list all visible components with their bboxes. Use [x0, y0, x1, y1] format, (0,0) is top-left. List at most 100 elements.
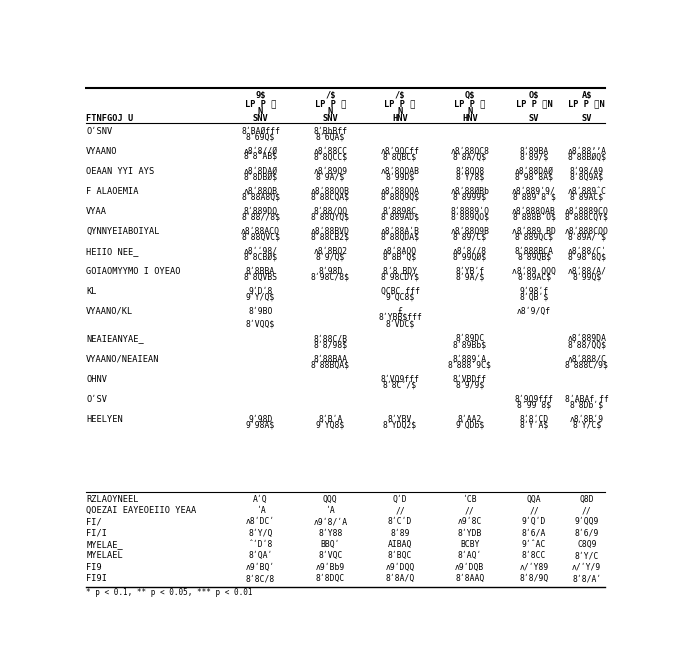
Text: ʌ8ʹ8//8: ʌ8ʹ8//8 [453, 247, 487, 256]
Text: 8ʹ8BBA: 8ʹ8BBA [246, 267, 275, 276]
Text: 8ʹ98ʹ8Q$: 8ʹ98ʹ8Q$ [567, 253, 607, 262]
Text: 9ʹ98D: 9ʹ98D [248, 415, 273, 423]
Text: 8ʹ9A/$: 8ʹ9A/$ [315, 173, 345, 182]
Text: ʹCB: ʹCB [462, 494, 477, 504]
Text: HNV: HNV [392, 115, 408, 123]
Text: 8ʹ8889ʹO: 8ʹ8889ʹO [450, 206, 489, 216]
Text: ʌ8ʹ89 QQQ: ʌ8ʹ89 QQQ [512, 267, 556, 276]
Text: 8ʹ69Q$: 8ʹ69Q$ [246, 133, 275, 142]
Text: 8ʹ888CQY$: 8ʹ888CQY$ [565, 213, 609, 222]
Text: 8ʹ88//8$: 8ʹ88//8$ [241, 213, 280, 222]
Text: SV: SV [529, 115, 540, 123]
Text: 8ʹYDB: 8ʹYDB [458, 529, 482, 538]
Text: A$: A$ [582, 91, 592, 100]
Text: /$: /$ [325, 91, 336, 100]
Text: //: // [395, 506, 405, 515]
Text: 8ʹ889QO$: 8ʹ889QO$ [450, 213, 489, 222]
Text: 8ʹ88BAA: 8ʹ88BAA [313, 354, 347, 364]
Text: 8ʹYBB$fff: 8ʹYBB$fff [378, 313, 422, 322]
Text: ʌ8ʹ88ØBb: ʌ8ʹ88ØBb [450, 187, 489, 196]
Text: VYAANO/KL: VYAANO/KL [86, 307, 133, 316]
Text: OʹSV: OʹSV [86, 395, 107, 403]
Text: ʌ8ʹ8//Ø: ʌ8ʹ8//Ø [244, 147, 278, 155]
Text: 8ʹQBʹ$: 8ʹQBʹ$ [519, 293, 549, 302]
Text: LP P ℓ: LP P ℓ [454, 99, 485, 108]
Text: 8ʹBbBff: 8ʹBbBff [313, 127, 347, 135]
Text: 8ʹ88QDA$: 8ʹ88QDA$ [380, 233, 420, 242]
Text: 9ʹQQ9: 9ʹQQ9 [575, 517, 599, 527]
Text: FTNFGOJ U: FTNFGOJ U [86, 115, 133, 123]
Text: ʌ8ʹ889ʹ9/: ʌ8ʹ889ʹ9/ [512, 187, 556, 196]
Text: 8ʹ888BCA: 8ʹ888BCA [515, 247, 554, 256]
Text: LP P ℓ: LP P ℓ [245, 99, 276, 108]
Text: RZLAOYNEEL: RZLAOYNEEL [86, 494, 139, 504]
Text: 8ʹ8999$: 8ʹ8999$ [453, 193, 487, 202]
Text: BBQʹ: BBQʹ [320, 540, 340, 549]
Text: 8ʹ8QCC$: 8ʹ8QCC$ [313, 153, 347, 161]
Text: 8ʹVDC$: 8ʹVDC$ [385, 319, 415, 328]
Text: 8ʹVQC: 8ʹVQC [318, 551, 343, 560]
Text: 8ʹ89DC: 8ʹ89DC [455, 334, 485, 344]
Text: 8ʹYBV: 8ʹYBV [388, 415, 412, 423]
Text: QQQ: QQQ [323, 494, 338, 504]
Text: 8ʹ8Dbʹ$: 8ʹ8Dbʹ$ [570, 401, 604, 410]
Text: 9ʹYQ8$: 9ʹYQ8$ [315, 421, 345, 429]
Text: //: // [529, 506, 539, 515]
Text: ʌ9ʹDQB: ʌ9ʹDQB [455, 563, 485, 572]
Text: 8ʹ9BO: 8ʹ9BO [248, 307, 273, 316]
Text: 8ʹ8DBØ$: 8ʹ8DBØ$ [244, 173, 278, 182]
Text: ʌ8ʹ889DA: ʌ8ʹ889DA [567, 334, 607, 344]
Text: 9$: 9$ [255, 91, 266, 100]
Text: 8ʹ88/QQ$: 8ʹ88/QQ$ [567, 340, 607, 350]
Text: 8ʹY/Q: 8ʹY/Q [248, 529, 273, 538]
Text: 8ʹ8AAQ: 8ʹ8AAQ [455, 574, 485, 583]
Text: 8ʹ89/C$: 8ʹ89/C$ [453, 233, 487, 242]
Text: ʌ9ʹDQQ: ʌ9ʹDQQ [385, 563, 415, 572]
Text: 8ʹ8/98$: 8ʹ8/98$ [313, 340, 347, 350]
Text: LP P ⁄N: LP P ⁄N [516, 99, 552, 108]
Text: 8ʹ8898C: 8ʹ8898C [383, 206, 417, 216]
Text: ʌ8ʹ8AQQ: ʌ8ʹ8AQQ [383, 247, 417, 256]
Text: ʹA: ʹA [326, 506, 335, 515]
Text: ʌ8ʹ889ˆC: ʌ8ʹ889ˆC [567, 187, 607, 196]
Text: ʹA: ʹA [256, 506, 265, 515]
Text: QOEZAI EAYEOEIIO YEAA: QOEZAI EAYEOEIIO YEAA [86, 506, 196, 515]
Text: FI9I: FI9I [86, 574, 107, 583]
Text: 8ʹ99Q$: 8ʹ99Q$ [572, 273, 601, 282]
Text: 9ʹˆAC: 9ʹˆAC [522, 540, 546, 549]
Text: N: N [258, 107, 263, 116]
Text: 8ʹ8QVBS: 8ʹ8QVBS [244, 273, 278, 282]
Text: ʌ8ʹ88ʼʼA: ʌ8ʹ88ʼʼA [567, 147, 607, 155]
Text: 8ʹ88QYQ$: 8ʹ88QYQ$ [311, 213, 350, 222]
Text: 8ʹYBʹf: 8ʹYBʹf [455, 267, 485, 276]
Text: LP P ℓ: LP P ℓ [385, 99, 416, 108]
Text: ʌ8ʹ88/Cʹ: ʌ8ʹ88/Cʹ [567, 247, 607, 256]
Text: 8ʹY/C$: 8ʹY/C$ [572, 421, 601, 429]
Text: 8ʹVQQ$: 8ʹVQQ$ [246, 319, 275, 328]
Text: 8ʹ6/A: 8ʹ6/A [522, 529, 546, 538]
Text: ʌ8ʹ88Q9B: ʌ8ʹ88Q9B [450, 226, 489, 236]
Text: 8ʹABAf ff: 8ʹABAf ff [565, 395, 609, 403]
Text: OHNV: OHNV [86, 375, 107, 383]
Text: 8ʹ88A8Q$: 8ʹ88A8Q$ [241, 193, 280, 202]
Text: 8ʹ98C/8$: 8ʹ98C/8$ [311, 273, 350, 282]
Text: * p < 0.1, ** p < 0.05, *** p < 0.01: * p < 0.1, ** p < 0.05, *** p < 0.01 [86, 588, 253, 597]
Text: SNV: SNV [322, 115, 338, 123]
Text: AʹQ: AʹQ [253, 494, 268, 504]
Text: 8ʹ98ʹ8A$: 8ʹ98ʹ8A$ [515, 173, 554, 182]
Text: FI/: FI/ [86, 517, 102, 527]
Text: ʌ8ʹ9QCff: ʌ8ʹ9QCff [380, 147, 420, 155]
Text: 8ʹAQʹ: 8ʹAQʹ [458, 551, 482, 560]
Text: 8ʹ88BQA$: 8ʹ88BQA$ [311, 360, 350, 370]
Text: ʌ8ʹ888QAB: ʌ8ʹ888QAB [512, 206, 556, 216]
Text: 9ʹQDb$: 9ʹQDb$ [455, 421, 485, 429]
Text: MYELAE_: MYELAE_ [86, 540, 123, 549]
Text: KL: KL [86, 287, 97, 295]
Text: 8ʹ99QØ$: 8ʹ99QØ$ [453, 253, 487, 262]
Text: 8ʹ8DQC: 8ʹ8DQC [315, 574, 345, 583]
Text: 8ʹ8ˆAB$: 8ʹ8ˆAB$ [244, 153, 278, 161]
Text: ʌ8ʹʹ98/: ʌ8ʹʹ98/ [244, 247, 278, 256]
Text: 8ʹYʹA$: 8ʹYʹA$ [519, 421, 549, 429]
Text: SV: SV [582, 115, 592, 123]
Text: VYAA: VYAA [86, 206, 107, 216]
